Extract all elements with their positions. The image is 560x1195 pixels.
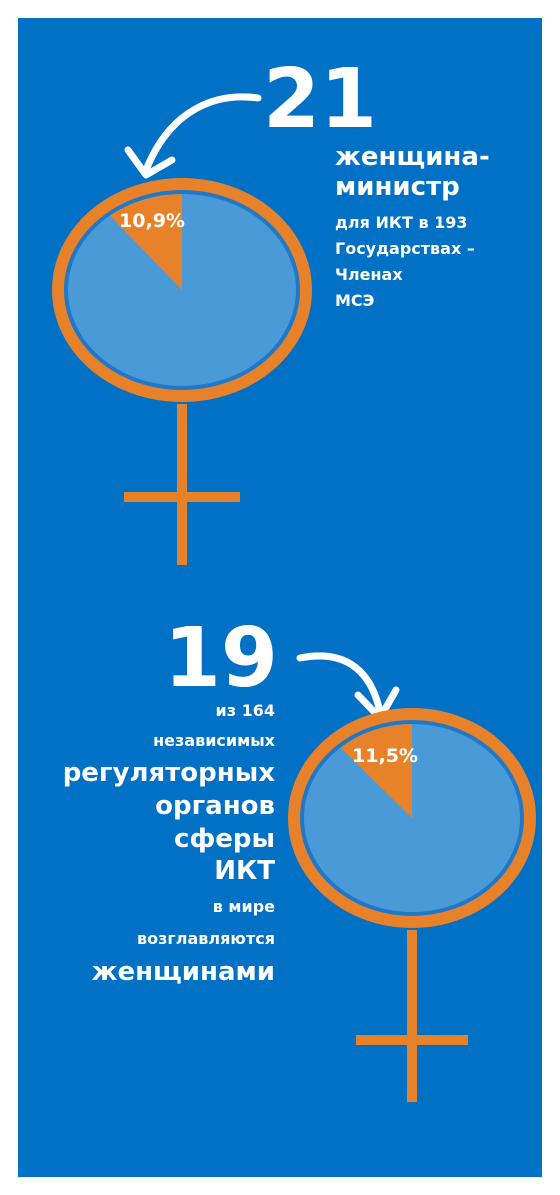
arrow (296, 652, 384, 716)
slice-label: 11,5% (352, 745, 418, 767)
background (18, 18, 542, 1177)
text-line: возглавляются (137, 929, 275, 948)
pie-slice (109, 194, 182, 290)
text-line: МСЭ (335, 291, 374, 310)
closing: женщинами (92, 957, 275, 987)
text-line: для ИКТ в 193 (335, 213, 468, 232)
title-line: сферы (174, 824, 275, 854)
arrow-head (124, 146, 176, 179)
text-line: Членах (335, 265, 403, 284)
title-line: органов (155, 791, 275, 821)
text-line: из 164 (216, 701, 275, 720)
headline: 21 (263, 52, 377, 147)
title-line: женщина- (335, 142, 490, 172)
text-line: независимых (153, 731, 276, 750)
title-line: ИКТ (214, 856, 275, 886)
title-line: министр (335, 172, 460, 202)
text-line: в мире (213, 897, 275, 916)
slice-label: 10,9% (119, 210, 185, 232)
arrow (142, 93, 262, 174)
text-line: Государствах – (335, 239, 475, 258)
title-line: регуляторных (63, 758, 276, 788)
pie-slice (340, 724, 412, 818)
headline: 19 (164, 611, 278, 706)
